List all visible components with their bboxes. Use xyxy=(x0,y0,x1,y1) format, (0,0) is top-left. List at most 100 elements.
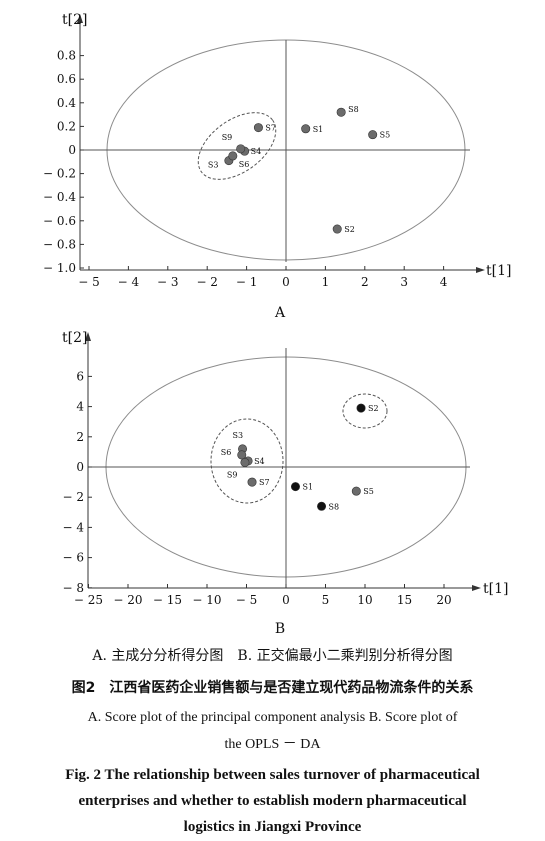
chart-a-x-ticks: − 5 − 4 − 3 − 2 − 1 0 1 2 3 4 xyxy=(78,266,448,289)
chart-a-y-axis-arrow xyxy=(77,14,83,23)
chart-a-panel-label: A xyxy=(274,305,286,321)
chart-b-xlabel: t[1] xyxy=(483,581,508,597)
x-tick-label: − 10 xyxy=(192,593,221,607)
x-tick-label: − 4 xyxy=(118,275,140,289)
x-tick-label: 2 xyxy=(361,275,369,289)
point-label-s9: S9 xyxy=(222,133,233,142)
x-tick-label: − 25 xyxy=(74,593,103,607)
point-label-s4: S4 xyxy=(254,457,265,466)
y-tick-label: 0.8 xyxy=(57,49,76,63)
chart-a-x-axis-arrow xyxy=(476,267,485,273)
point-label-s5: S5 xyxy=(363,487,374,496)
point-s8 xyxy=(317,501,327,511)
subcaption-line: A. 主成分分析得分图 B. 正交偏最小二乘判别分析得分图 xyxy=(0,648,545,665)
y-tick-label: 0.2 xyxy=(57,119,76,133)
chart-b-points: S1 S2 S3 S4 S5 S6 S7 S8 S9 xyxy=(221,403,379,511)
y-tick-label: − 8 xyxy=(62,581,84,595)
y-tick-label: − 0.2 xyxy=(43,167,76,181)
point-s6 xyxy=(228,151,238,161)
x-tick-label: − 5 xyxy=(236,593,258,607)
chart-b-panel-label: B xyxy=(275,621,285,637)
x-tick-label: − 1 xyxy=(236,275,258,289)
point-s9 xyxy=(240,457,250,467)
chart-a-ylabel: t[2] xyxy=(62,12,87,28)
x-tick-label: 0 xyxy=(282,593,290,607)
chart-b-y-axis-arrow xyxy=(85,332,91,341)
y-tick-label: − 0.4 xyxy=(43,190,76,204)
chart-b-ylabel: t[2] xyxy=(62,330,87,346)
point-s1 xyxy=(301,124,311,134)
point-s8 xyxy=(336,107,346,117)
x-tick-label: − 5 xyxy=(78,275,100,289)
point-s5 xyxy=(368,130,378,140)
chart-a: 0.8 0.6 0.4 0.2 0 − 0.2 − 0.4 − 0.6 − 0.8 − 1.0 −… xyxy=(43,12,511,321)
y-tick-label: 0.6 xyxy=(57,72,76,86)
subcaption-a: A. 主成分分析得分图 xyxy=(92,648,224,664)
point-s2 xyxy=(332,224,342,234)
x-tick-label: 20 xyxy=(436,593,451,607)
chart-b-y-ticks: 6 4 2 0 − 2 − 4 − 6 − 8 xyxy=(62,369,92,595)
point-label-s1: S1 xyxy=(313,125,324,134)
point-label-s6: S6 xyxy=(239,160,250,169)
point-label-s8: S8 xyxy=(348,105,359,114)
chart-a-y-ticks: 0.8 0.6 0.4 0.2 0 − 0.2 − 0.4 − 0.6 − 0.8 − 1.0 xyxy=(43,49,84,275)
point-label-s2: S2 xyxy=(344,225,355,234)
point-s1 xyxy=(290,482,300,492)
chart-b-cluster-ellipse-s2 xyxy=(342,393,388,429)
point-s7 xyxy=(247,477,257,487)
x-tick-label: 3 xyxy=(400,275,408,289)
figure-title-cn: 图2 江西省医药企业销售额与是否建立现代药品物流条件的关系 xyxy=(0,680,545,697)
figure-title-en-line1: Fig. 2 The relationship between sales tu… xyxy=(65,767,480,783)
y-tick-label: − 0.8 xyxy=(43,237,76,251)
x-tick-label: − 20 xyxy=(113,593,142,607)
chart-a-xlabel: t[1] xyxy=(486,263,511,279)
subcaption-b: B. 正交偏最小二乘判别分析得分图 xyxy=(237,648,453,664)
x-tick-label: − 3 xyxy=(157,275,179,289)
chart-a-cluster-ellipse xyxy=(197,112,277,180)
point-label-s5: S5 xyxy=(380,131,391,140)
point-label-s7: S7 xyxy=(265,124,276,133)
chart-b-x-axis-arrow xyxy=(472,585,481,591)
y-tick-label: 6 xyxy=(76,369,84,383)
chart-a-points: S1 S2 S3 S4 S5 S6 S7 S8 S9 xyxy=(208,105,390,234)
y-tick-label: − 2 xyxy=(62,490,84,504)
point-label-s2: S2 xyxy=(368,404,379,413)
x-tick-label: 0 xyxy=(282,275,290,289)
chart-b-x-ticks: − 25 − 20 − 15 − 10 − 5 0 5 10 15 20 xyxy=(74,584,452,607)
point-s5 xyxy=(351,486,361,496)
figure-number-cn: 图2 xyxy=(71,680,96,696)
y-tick-label: − 6 xyxy=(62,551,84,565)
point-s9 xyxy=(236,144,246,154)
figure-title-en-line3: logistics in Jiangxi Province xyxy=(183,819,362,835)
point-s2 xyxy=(356,403,366,413)
x-tick-label: 5 xyxy=(322,593,330,607)
x-tick-label: − 2 xyxy=(196,275,218,289)
figure-title-en-line2: enterprises and whether to establish mod… xyxy=(78,793,467,809)
y-tick-label: − 4 xyxy=(62,520,84,534)
point-label-s9: S9 xyxy=(227,470,238,479)
figure-desc-en-line1: A. Score plot of the principal component… xyxy=(87,710,458,725)
x-tick-label: 15 xyxy=(397,593,412,607)
y-tick-label: − 1.0 xyxy=(43,261,76,275)
figure-charts: 0.8 0.6 0.4 0.2 0 − 0.2 − 0.4 − 0.6 − 0.8 − 1.0 −… xyxy=(43,12,511,637)
point-label-s1: S1 xyxy=(302,483,313,492)
figure-desc-en-line2: the OPLS － DA xyxy=(224,737,321,752)
point-label-s8: S8 xyxy=(329,502,340,511)
figure-title-cn-text: 江西省医药企业销售额与是否建立现代药品物流条件的关系 xyxy=(109,680,474,696)
x-tick-label: 10 xyxy=(357,593,372,607)
y-tick-label: 0 xyxy=(68,143,76,157)
y-tick-label: 4 xyxy=(76,400,84,414)
y-tick-label: 0 xyxy=(76,460,84,474)
y-tick-label: − 0.6 xyxy=(43,214,76,228)
point-label-s4: S4 xyxy=(251,147,262,156)
point-s6 xyxy=(237,450,247,460)
x-tick-label: − 15 xyxy=(153,593,182,607)
x-tick-label: 4 xyxy=(440,275,448,289)
point-label-s7: S7 xyxy=(259,478,270,487)
point-label-s6: S6 xyxy=(221,448,232,457)
chart-b-cluster-ellipse-left xyxy=(210,418,284,504)
point-s7 xyxy=(253,123,263,133)
y-tick-label: 2 xyxy=(76,430,84,444)
point-label-s3: S3 xyxy=(233,431,244,440)
